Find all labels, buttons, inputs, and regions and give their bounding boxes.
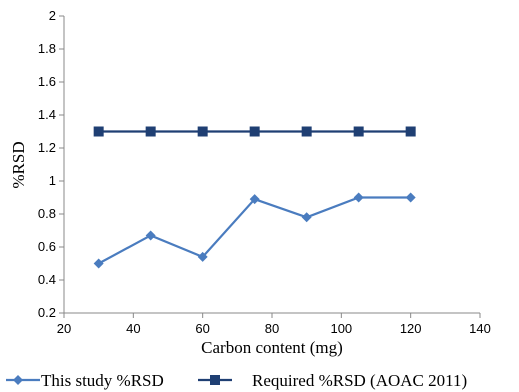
data-point — [249, 126, 260, 137]
y-tick-label: 1 — [49, 173, 56, 188]
data-point — [405, 126, 416, 137]
data-point — [353, 126, 364, 137]
x-axis-title: Carbon content (mg) — [201, 338, 343, 357]
data-point — [93, 258, 104, 269]
data-point — [145, 230, 156, 241]
x-tick-label: 120 — [400, 321, 422, 336]
y-tick-label: 0.2 — [38, 305, 56, 320]
x-tick-label: 100 — [330, 321, 352, 336]
series-layer — [93, 126, 416, 269]
y-tick-label: 1.6 — [38, 74, 56, 89]
data-point — [249, 194, 260, 205]
data-point — [93, 126, 104, 137]
y-tick-label: 1.4 — [38, 107, 56, 122]
axes: 0.2 0.4 0.6 0.8 1 1.2 1.4 1.6 1.8 2 20 40 60 80 100 12… — [38, 8, 491, 336]
data-point — [197, 251, 208, 262]
legend: This study %RSD Required %RSD (AOAC 2011… — [6, 371, 467, 390]
series-line — [98, 196, 411, 265]
data-point — [301, 126, 312, 137]
data-point — [145, 126, 156, 137]
data-point — [301, 212, 312, 223]
legend-item-this-study: This study %RSD — [6, 371, 164, 390]
y-tick-label: 0.8 — [38, 206, 56, 221]
legend-diamond-icon — [13, 375, 23, 385]
y-tick-label: 0.6 — [38, 239, 56, 254]
x-ticks: 20 40 60 80 100 120 140 — [57, 313, 491, 336]
x-tick-label: 140 — [469, 321, 491, 336]
y-tick-label: 1.2 — [38, 140, 56, 155]
legend-label-this-study: This study %RSD — [41, 371, 164, 390]
data-point — [197, 126, 208, 137]
y-tick-label: 1.8 — [38, 41, 56, 56]
x-tick-label: 40 — [126, 321, 140, 336]
legend-label-required: Required %RSD (AOAC 2011) — [252, 371, 467, 390]
x-tick-label: 60 — [195, 321, 209, 336]
y-ticks: 0.2 0.4 0.6 0.8 1 1.2 1.4 1.6 1.8 2 — [38, 8, 64, 320]
y-tick-label: 0.4 — [38, 272, 56, 287]
y-axis-title: %RSD — [9, 141, 28, 188]
legend-item-required: Required %RSD (AOAC 2011) — [198, 371, 467, 390]
series-1 — [93, 192, 416, 269]
data-point — [405, 192, 416, 203]
x-tick-label: 20 — [57, 321, 71, 336]
data-point — [353, 192, 364, 203]
series-2 — [93, 126, 416, 137]
x-tick-label: 80 — [265, 321, 279, 336]
y-tick-label: 2 — [49, 8, 56, 23]
legend-square-icon — [210, 375, 220, 385]
